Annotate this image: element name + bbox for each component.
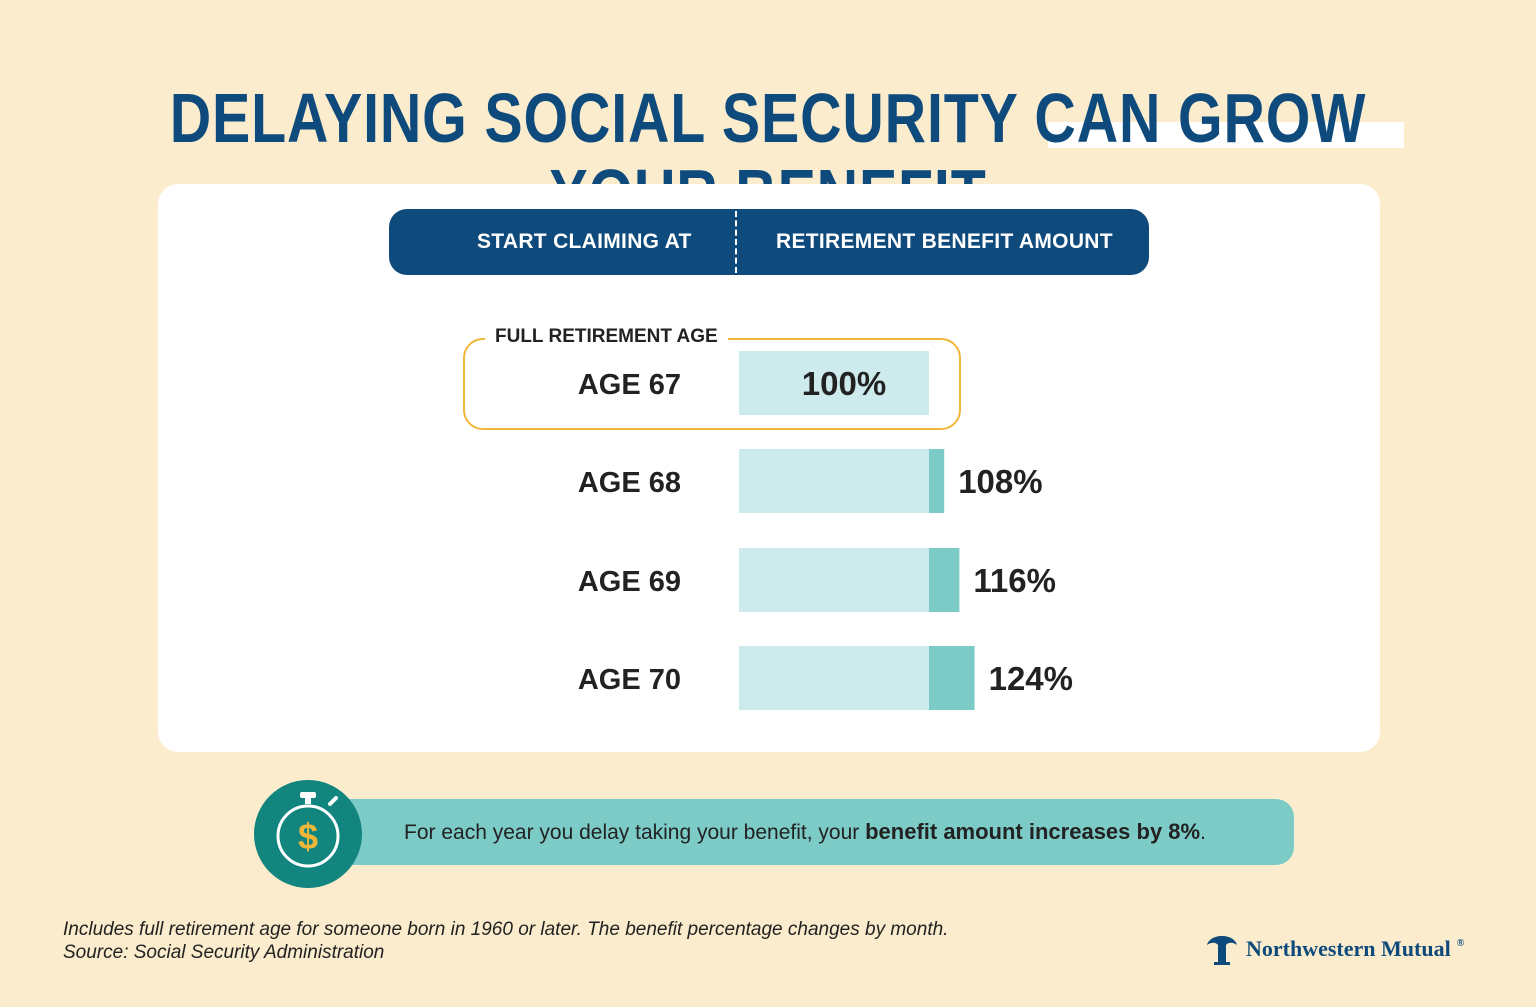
svg-text:$: $	[298, 816, 318, 857]
callout-text: For each year you delay taking your bene…	[404, 799, 1206, 865]
footnote-source: Source: Social Security Administration	[63, 942, 385, 963]
title-underline-strip	[1048, 122, 1404, 148]
category-label-age-70: AGE 70	[578, 664, 681, 696]
category-label-age-67: AGE 67	[578, 369, 681, 401]
bar-increase-age-68	[929, 449, 945, 513]
callout-text-end: .	[1200, 821, 1206, 844]
footnote-line-1: Includes full retirement age for someone…	[63, 919, 949, 940]
category-label-age-68: AGE 68	[578, 467, 681, 499]
brand-registered-mark: ®	[1456, 938, 1465, 949]
value-label-age-69: 116%	[973, 562, 1056, 599]
stopwatch-dollar-icon: $	[254, 780, 362, 888]
brand-name: Northwestern Mutual	[1246, 936, 1451, 961]
brand-emblem-icon	[1207, 936, 1237, 965]
callout-text-bold: benefit amount increases by 8%	[865, 819, 1201, 844]
value-label-age-67: 100%	[802, 365, 886, 402]
brand-logo: Northwestern Mutual ®	[1204, 930, 1464, 968]
bar-base-age-68	[739, 449, 929, 513]
bar-base-age-67	[739, 351, 929, 415]
value-label-age-68: 108%	[958, 463, 1042, 500]
bar-base-age-70	[739, 646, 929, 710]
bar-increase-age-69	[929, 548, 960, 612]
callout-pill	[300, 799, 1294, 865]
table-header: START CLAIMING AT RETIREMENT BENEFIT AMO…	[389, 209, 1149, 275]
header-benefit-amount: RETIREMENT BENEFIT AMOUNT	[776, 230, 1113, 253]
bar-increase-age-70	[929, 646, 975, 710]
category-label-age-69: AGE 69	[578, 566, 681, 598]
bar-base-age-69	[739, 548, 929, 612]
full-retirement-age-label: FULL RETIREMENT AGE	[485, 324, 728, 350]
header-divider	[735, 211, 737, 273]
footnote: Includes full retirement age for someone…	[63, 918, 948, 964]
value-label-age-70: 124%	[989, 660, 1073, 697]
header-start-claiming: START CLAIMING AT	[477, 230, 692, 253]
callout-text-regular: For each year you delay taking your bene…	[404, 821, 866, 844]
